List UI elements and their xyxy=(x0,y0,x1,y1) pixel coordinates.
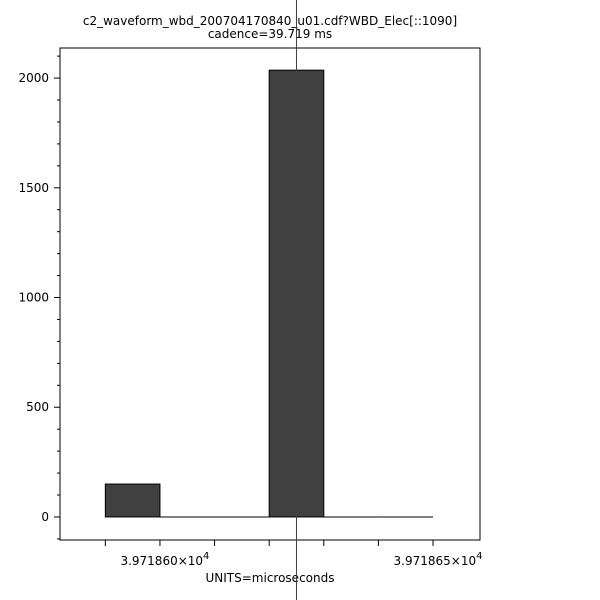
y-tick-label: 1000 xyxy=(18,291,49,305)
y-tick-label: 0 xyxy=(41,510,49,524)
x-tick-label: 3.971865×104 xyxy=(394,551,483,568)
x-axis-label: UNITS=microseconds xyxy=(206,571,335,585)
y-tick-label: 2000 xyxy=(18,71,49,85)
y-tick-label: 500 xyxy=(26,400,49,414)
histogram-bar-0 xyxy=(104,483,161,518)
x-tick-label: 3.971860×104 xyxy=(120,551,209,568)
chart-title: c2_waveform_wbd_200704170840_u01.cdf?WBD… xyxy=(82,14,458,28)
chart-subtitle: cadence=39.719 ms xyxy=(207,27,333,41)
y-tick-label: 1500 xyxy=(18,181,49,195)
